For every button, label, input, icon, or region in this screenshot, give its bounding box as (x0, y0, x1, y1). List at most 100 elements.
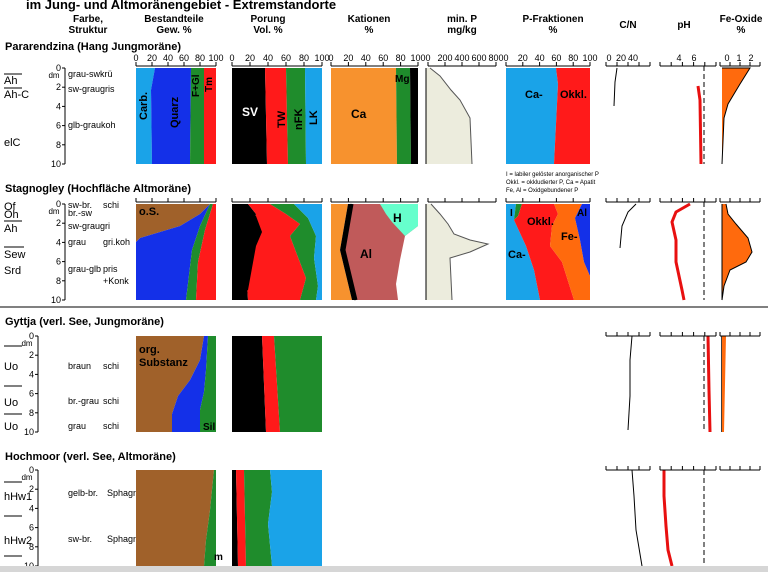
pfrak-tick-3: 60 (551, 53, 561, 63)
s3-depth-label-5: 10 (24, 427, 34, 437)
s1-depth-label-0: 0 (56, 63, 61, 73)
s1-kation-mg (396, 68, 411, 164)
pfrak-tick-5: 100 (582, 53, 597, 63)
header-p-fraktionen-line1: P-Fraktionen (522, 14, 583, 25)
s1-color-0: grau-swkrü (68, 69, 113, 79)
s3-label-org-1: org. (139, 344, 160, 356)
pfrak-legend-line3: Fe, Al = Oxidgebundener P (506, 188, 578, 194)
s3-depth-label-4: 8 (29, 408, 34, 418)
header-min-p-line1: min. P (447, 14, 477, 25)
s2-pfrak-okkl (514, 204, 574, 300)
header-min-p-line2: mg/kg (447, 25, 476, 36)
s3-bestand-fgl (200, 336, 216, 432)
s4-title: Hochmoor (verl. See, Altmoräne) (5, 451, 176, 463)
s2-horizon-srd: Srd (4, 265, 21, 277)
s1-color-2: glb-graukoh (68, 120, 116, 130)
s2-label-pfrak-fe: Fe- (561, 231, 578, 243)
s1-depth-label-5: 10 (51, 159, 61, 169)
s1-bestand-tm (204, 68, 216, 164)
s2-bestand-quarz (136, 204, 210, 300)
s2-kation-edge (342, 203, 358, 301)
s2-horizon-of: Of (4, 201, 17, 213)
s1-label-mg: Mg (395, 74, 409, 85)
s2-bestand-os (136, 204, 210, 242)
s1-horizon-elc: elC (4, 137, 21, 149)
s2-structure-2: pris (103, 264, 118, 274)
s1-label-tw: TW (276, 110, 288, 128)
s1-porung-nfk (286, 68, 306, 164)
header-farbe-line1: Farbe, (73, 14, 103, 25)
s2-label-pfrak-ca: Ca- (508, 249, 526, 261)
s4-label-m: m (214, 552, 223, 563)
s1-pfrak-okkl (554, 68, 590, 164)
s1-label-ca: Ca (351, 107, 367, 121)
s2-bestand-tm (196, 204, 216, 300)
s2-horizon-ah: Ah (4, 223, 17, 235)
s3-depth-unit: dm (21, 339, 32, 348)
s1-label-pfrak-ca: Ca- (525, 89, 543, 101)
pfrak-tick-0: 0 (503, 53, 508, 63)
s1-depth-label-3: 6 (56, 121, 61, 131)
minp-tick-0: 0 (425, 53, 430, 63)
s2-pfrak-ca (506, 204, 540, 300)
minp-tick-3: 600 (471, 53, 486, 63)
header-p-fraktionen-line2: % (549, 25, 558, 36)
s4-depth-label-0: 0 (29, 465, 34, 475)
minp-tick-2: 400 (454, 53, 469, 63)
s1-kation-rest (410, 68, 418, 164)
s1-depth-unit: dm (48, 71, 59, 80)
s1-bestand-quarz (151, 68, 191, 164)
s1-label-quarz: Quarz (169, 96, 181, 128)
s2-depth-label-1: 2 (56, 218, 61, 228)
s3-structure-1: schi (103, 396, 119, 406)
bestand-tick-2: 40 (163, 53, 173, 63)
pfrak-tick-4: 80 (568, 53, 578, 63)
header-bestandteile-line1: Bestandteile (144, 14, 204, 25)
s1-porung-tw (265, 68, 288, 164)
s2-label-pfrak-al: Al (577, 208, 587, 219)
s4-structure-1: Sphagn. (107, 534, 141, 544)
s2-cn-curve (619, 203, 637, 249)
bestand-tick-3: 60 (179, 53, 189, 63)
minp-tick-4: 800 (488, 53, 503, 63)
s2-porung-tw (246, 204, 306, 300)
s1-bestand-fgl (190, 68, 204, 164)
header-porung-line1: Porung (251, 14, 286, 25)
s2-porung-sv-core (232, 204, 262, 300)
kationen-tick-3: 60 (378, 53, 388, 63)
porung-tick-3: 60 (281, 53, 291, 63)
s2-label-os: o.S. (139, 206, 159, 218)
fe-tick-1: 1 (736, 53, 741, 63)
s3-depth-label-2: 4 (29, 369, 34, 379)
s2-depth-label-2: 4 (56, 237, 61, 247)
s1-minp-curve (429, 67, 473, 165)
s2-ph-curve (670, 202, 691, 301)
s2-kation-h (380, 204, 418, 236)
ph-tick-1: 6 (691, 53, 696, 63)
s1-bestand-carb (136, 68, 155, 164)
s4-horizon-hhw2: hHw2 (4, 535, 32, 547)
s3-cn-curve (627, 335, 633, 431)
s1-label-tm: Tm (204, 77, 215, 92)
s4-porung-tw (236, 470, 246, 566)
s3-bestand-org (136, 336, 204, 432)
s3-structure-2: schi (103, 421, 119, 431)
s2-pfrak-labile (514, 204, 522, 220)
s3-depth-label-3: 6 (29, 389, 34, 399)
s1-horizon-ahc: Ah-C (4, 89, 29, 101)
s2-horizon-sew: Sew (4, 249, 25, 261)
kationen-tick-2: 40 (361, 53, 371, 63)
bestand-tick-4: 80 (195, 53, 205, 63)
pfrak-legend-line1: I = labiler gelöster anorganischer P (506, 172, 599, 178)
s1-ph-curve (696, 85, 703, 165)
s2-color-0: sw-br. (68, 200, 92, 210)
s2-minp-curve (430, 203, 490, 301)
s4-ph-curve (662, 470, 674, 567)
cn-tick-1: 20 (616, 53, 626, 63)
s4-bestand-fgl (204, 470, 216, 566)
s4-color-0: gelb-br. (68, 488, 98, 498)
s3-depth-label-1: 2 (29, 350, 34, 360)
porung-tick-2: 40 (263, 53, 273, 63)
